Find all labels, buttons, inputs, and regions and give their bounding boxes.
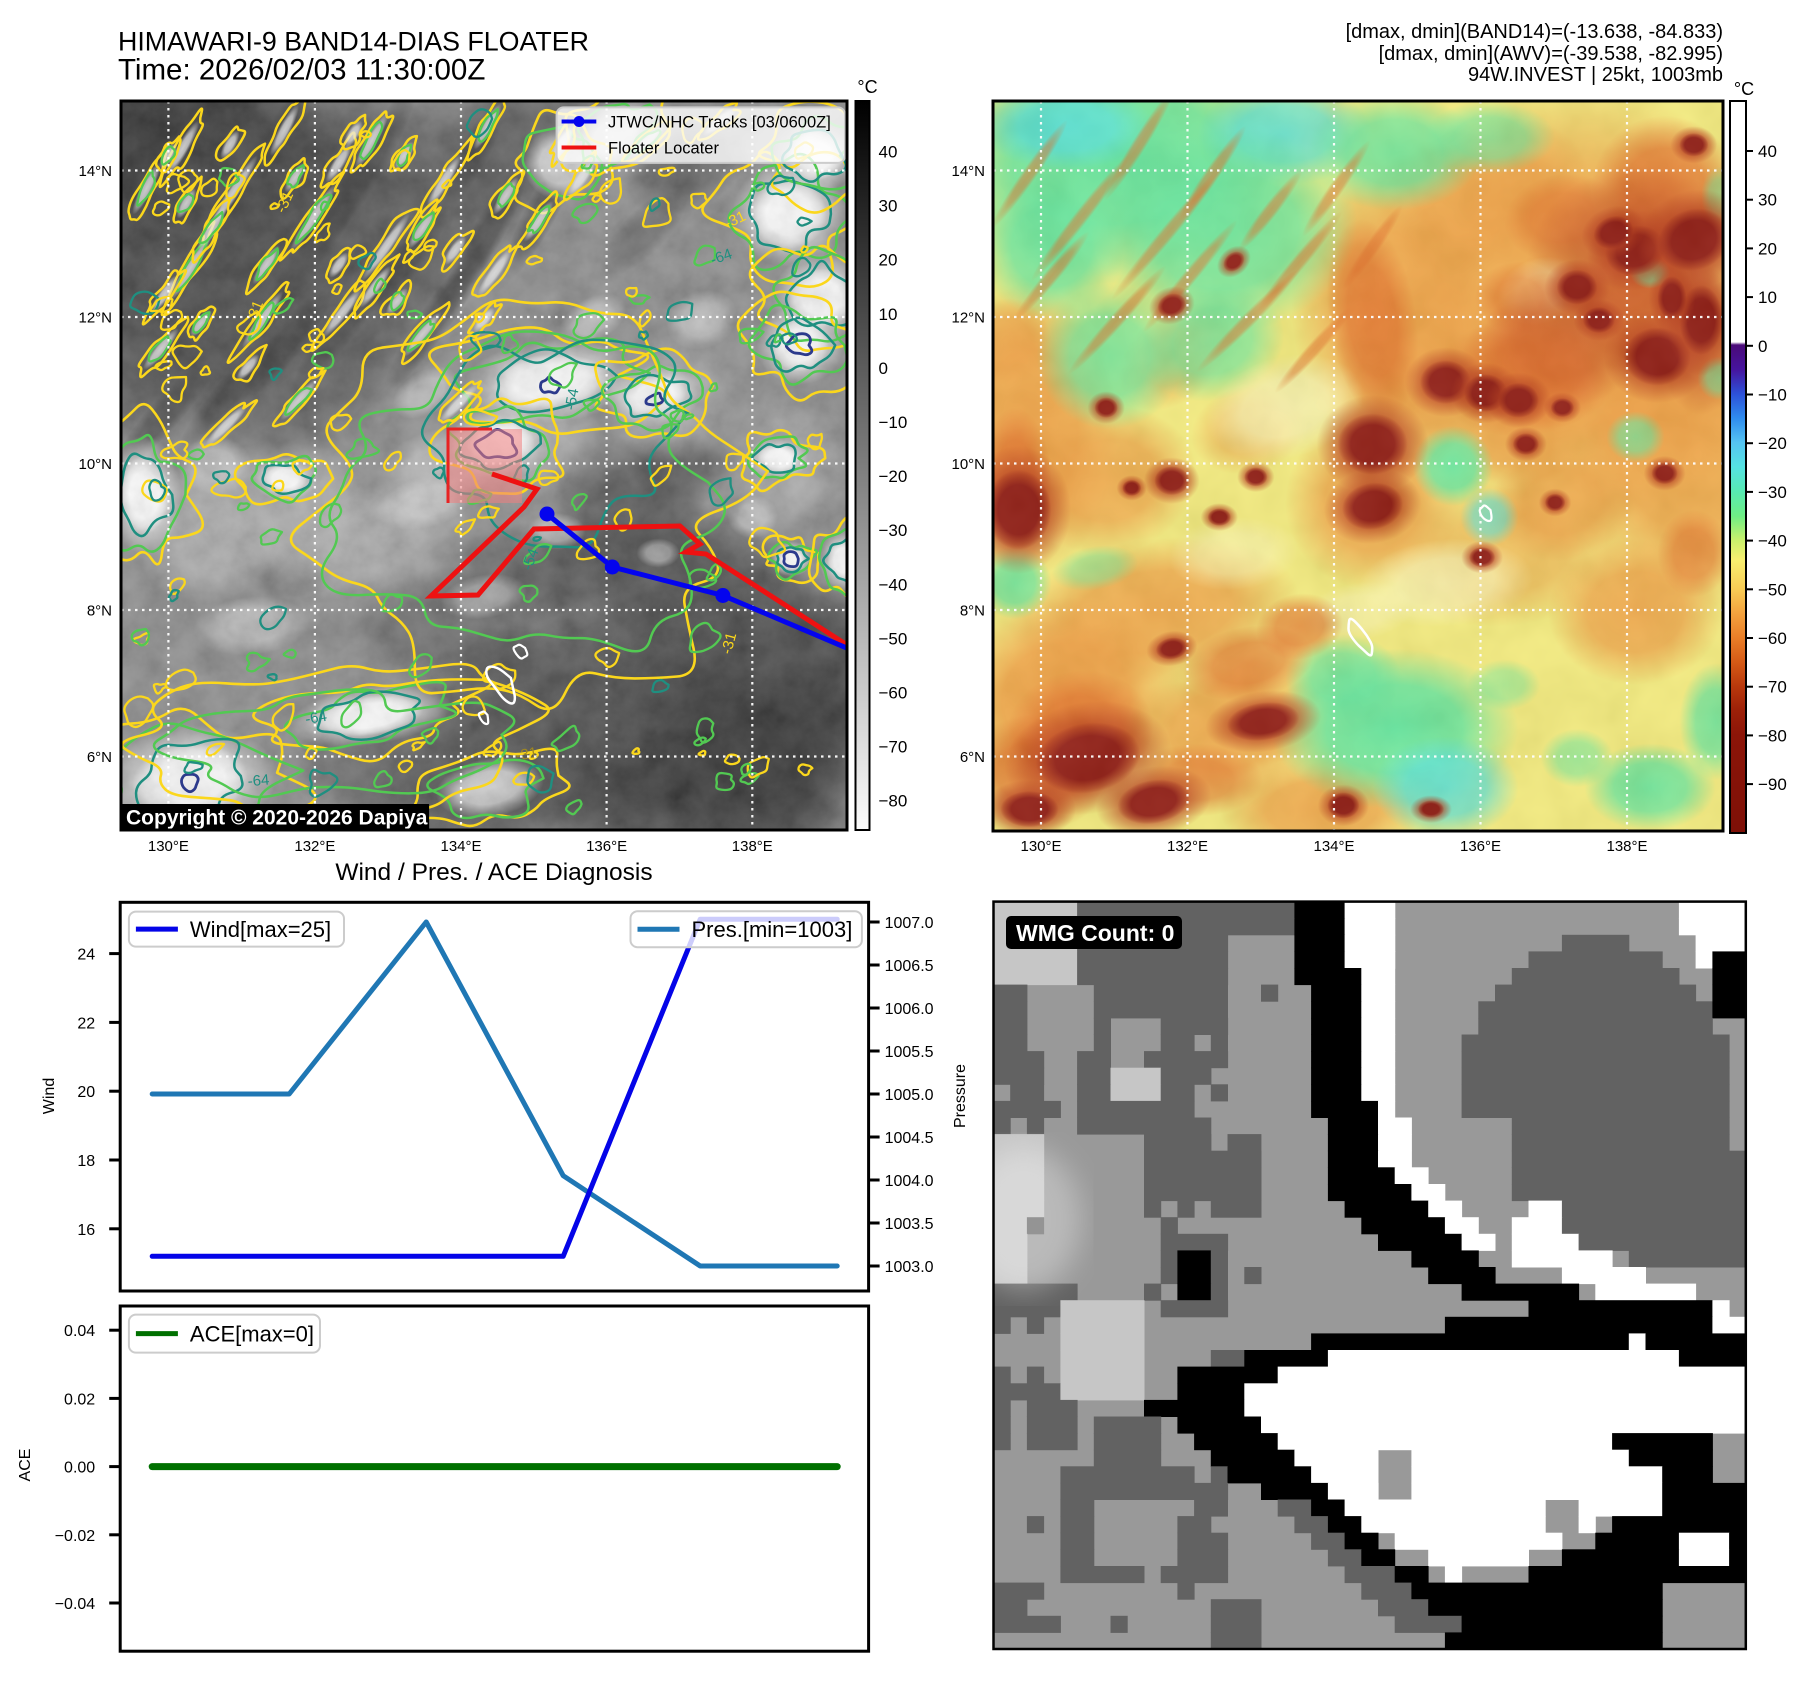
svg-text:[dmax, dmin](BAND14)=(-13.638,: [dmax, dmin](BAND14)=(-13.638, -84.833) <box>1346 21 1723 43</box>
svg-text:1006.5: 1006.5 <box>885 958 934 975</box>
svg-text:24: 24 <box>77 947 95 964</box>
svg-text:−40: −40 <box>1758 532 1787 551</box>
svg-text:-64: -64 <box>708 245 734 268</box>
svg-text:−70: −70 <box>1758 678 1787 697</box>
svg-text:1006.0: 1006.0 <box>885 1001 934 1018</box>
svg-text:-54: -54 <box>562 387 583 411</box>
svg-text:30: 30 <box>879 197 898 216</box>
svg-text:-54: -54 <box>519 546 542 572</box>
svg-text:Wind[max=25]: Wind[max=25] <box>190 917 331 942</box>
svg-text:Wind / Pres. / ACE Diagnosis: Wind / Pres. / ACE Diagnosis <box>335 859 652 886</box>
svg-text:JTWC/NHC Tracks [03/0600Z]: JTWC/NHC Tracks [03/0600Z] <box>608 114 831 132</box>
svg-text:14°N: 14°N <box>951 163 985 180</box>
svg-text:8°N: 8°N <box>960 603 985 620</box>
svg-text:0.00: 0.00 <box>64 1460 95 1477</box>
svg-text:20: 20 <box>77 1084 95 1101</box>
svg-text:−0.02: −0.02 <box>55 1528 96 1545</box>
svg-text:12°N: 12°N <box>78 310 112 327</box>
svg-text:136°E: 136°E <box>586 838 627 855</box>
svg-text:1004.0: 1004.0 <box>885 1173 934 1190</box>
svg-text:130°E: 130°E <box>148 838 189 855</box>
svg-text:134°E: 134°E <box>1313 838 1354 855</box>
svg-text:-64: -64 <box>247 771 270 790</box>
svg-text:0.04: 0.04 <box>64 1323 95 1340</box>
svg-text:10: 10 <box>1758 288 1777 307</box>
svg-text:1003.0: 1003.0 <box>885 1259 934 1276</box>
svg-text:[dmax, dmin](AWV)=(-39.538, -8: [dmax, dmin](AWV)=(-39.538, -82.995) <box>1379 43 1723 65</box>
svg-text:Pressure: Pressure <box>952 1064 969 1128</box>
svg-text:138°E: 138°E <box>732 838 773 855</box>
svg-text:16: 16 <box>77 1222 95 1239</box>
svg-text:0: 0 <box>879 359 888 378</box>
svg-text:-31: -31 <box>718 631 740 656</box>
svg-text:−50: −50 <box>1758 580 1787 599</box>
svg-text:14°N: 14°N <box>78 163 112 180</box>
svg-text:6°N: 6°N <box>960 749 985 766</box>
svg-text:20: 20 <box>879 251 898 270</box>
svg-text:°C: °C <box>857 77 877 97</box>
svg-text:Copyright © 2020-2026 Dapiya: Copyright © 2020-2026 Dapiya <box>126 807 428 830</box>
svg-text:°C: °C <box>1734 79 1754 99</box>
svg-text:20: 20 <box>1758 239 1777 258</box>
svg-text:0: 0 <box>1758 337 1767 356</box>
svg-text:1004.5: 1004.5 <box>885 1130 934 1147</box>
svg-text:10: 10 <box>879 305 898 324</box>
svg-text:136°E: 136°E <box>1460 838 1501 855</box>
svg-text:−40: −40 <box>879 575 908 594</box>
svg-text:ACE[max=0]: ACE[max=0] <box>190 1322 314 1347</box>
svg-text:−60: −60 <box>879 684 908 703</box>
svg-text:−60: −60 <box>1758 629 1787 648</box>
svg-text:40: 40 <box>1758 142 1777 161</box>
svg-text:−80: −80 <box>1758 726 1787 745</box>
svg-text:Wind: Wind <box>41 1078 58 1114</box>
svg-text:18: 18 <box>77 1153 95 1170</box>
svg-text:−0.04: −0.04 <box>55 1596 96 1613</box>
svg-text:12°N: 12°N <box>951 310 985 327</box>
svg-text:10°N: 10°N <box>78 456 112 473</box>
svg-text:0.02: 0.02 <box>64 1391 95 1408</box>
svg-text:−30: −30 <box>879 521 908 540</box>
svg-text:−20: −20 <box>879 467 908 486</box>
svg-text:10°N: 10°N <box>951 456 985 473</box>
svg-text:−20: −20 <box>1758 434 1787 453</box>
svg-text:−30: −30 <box>1758 483 1787 502</box>
svg-text:1005.0: 1005.0 <box>885 1087 934 1104</box>
svg-text:−10: −10 <box>1758 386 1787 405</box>
svg-text:94W.INVEST | 25kt, 1003mb: 94W.INVEST | 25kt, 1003mb <box>1468 64 1723 86</box>
svg-text:30: 30 <box>1758 191 1777 210</box>
svg-text:1007.0: 1007.0 <box>885 915 934 932</box>
svg-text:−70: −70 <box>879 738 908 757</box>
svg-text:22: 22 <box>77 1015 95 1032</box>
svg-text:Time: 2026/02/03 11:30:00Z: Time: 2026/02/03 11:30:00Z <box>118 54 485 87</box>
svg-text:132°E: 132°E <box>294 838 335 855</box>
svg-text:−10: −10 <box>879 413 908 432</box>
svg-text:HIMAWARI-9 BAND14-DIAS FLOATER: HIMAWARI-9 BAND14-DIAS FLOATER <box>118 27 589 57</box>
svg-text:130°E: 130°E <box>1020 838 1061 855</box>
svg-text:132°E: 132°E <box>1167 838 1208 855</box>
svg-text:40: 40 <box>879 143 898 162</box>
svg-text:1005.5: 1005.5 <box>885 1044 934 1061</box>
svg-text:ACE: ACE <box>17 1449 34 1482</box>
svg-text:-31: -31 <box>514 744 538 765</box>
svg-text:138°E: 138°E <box>1606 838 1647 855</box>
svg-text:Pres.[min=1003]: Pres.[min=1003] <box>692 917 853 942</box>
svg-text:−80: −80 <box>879 792 908 811</box>
svg-text:-31: -31 <box>243 298 267 324</box>
svg-text:8°N: 8°N <box>87 603 112 620</box>
svg-text:134°E: 134°E <box>440 838 481 855</box>
svg-text:−50: −50 <box>879 629 908 648</box>
svg-text:1003.5: 1003.5 <box>885 1216 934 1233</box>
svg-text:6°N: 6°N <box>87 749 112 766</box>
svg-text:−90: −90 <box>1758 775 1787 794</box>
svg-text:Floater Locater: Floater Locater <box>608 140 719 158</box>
svg-text:WMG Count: 0: WMG Count: 0 <box>1016 920 1174 946</box>
